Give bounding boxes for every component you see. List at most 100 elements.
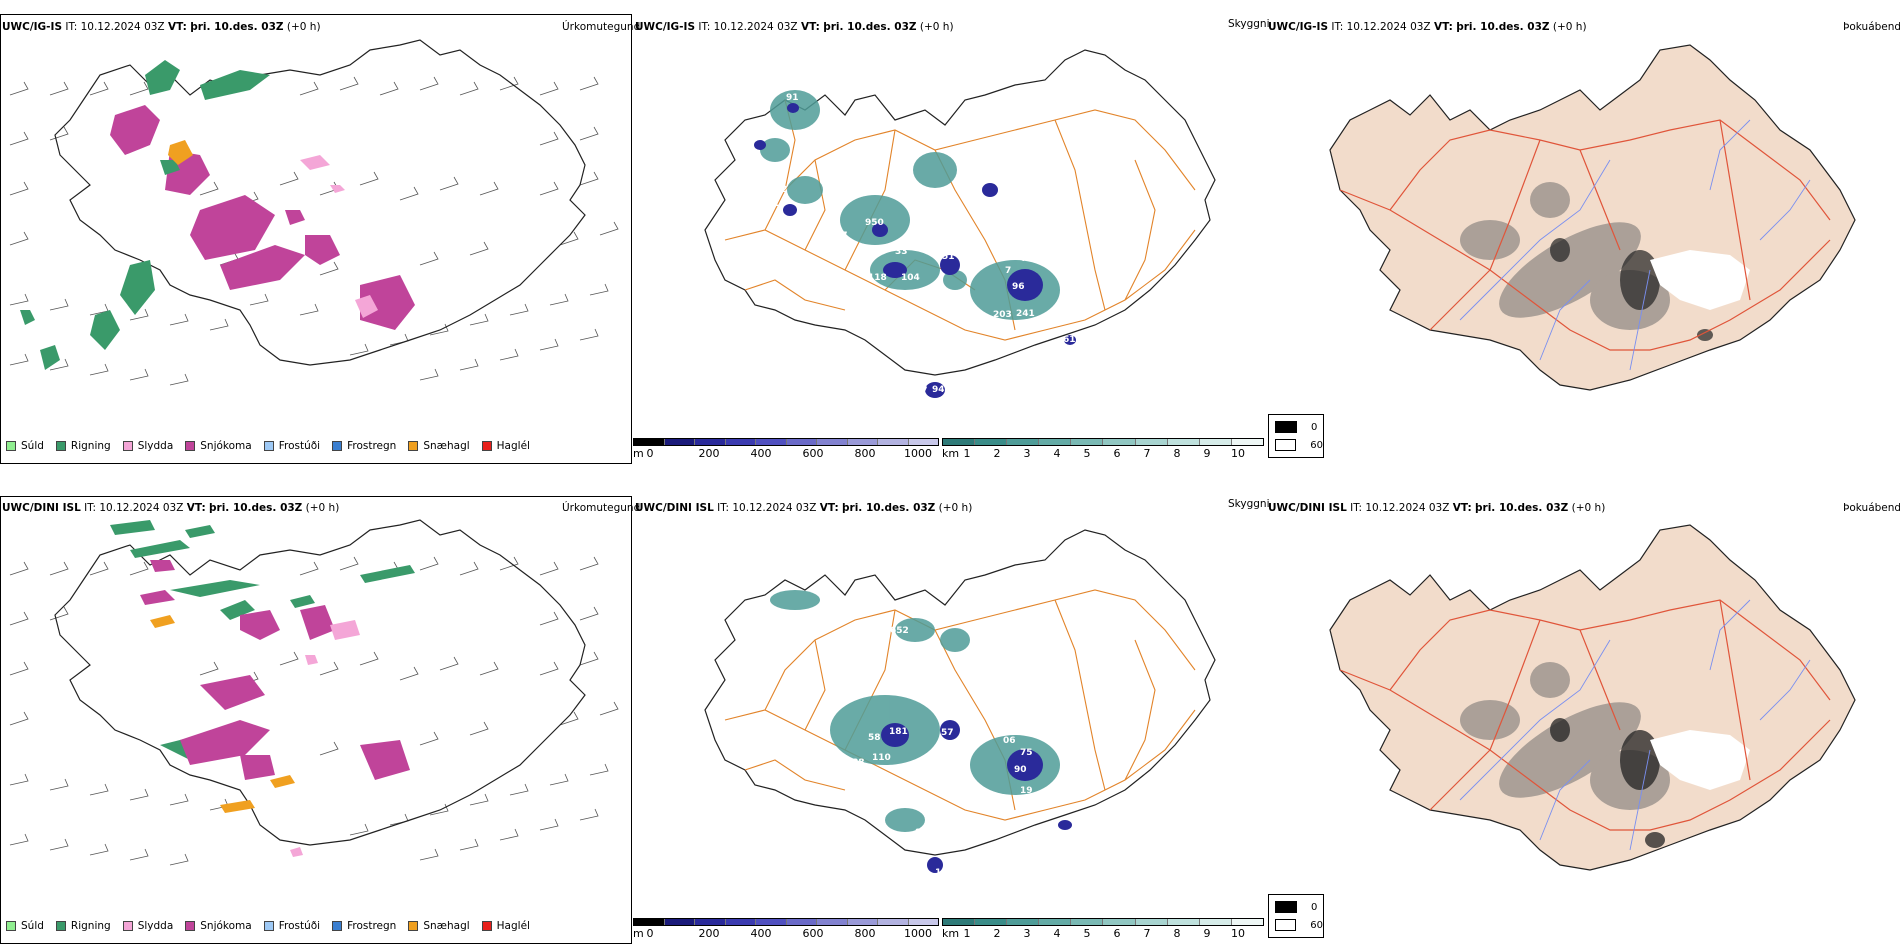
legend-label: Rigning [70, 920, 111, 932]
tick-label: 200 [698, 447, 720, 460]
legend-label: Frostúði [278, 920, 321, 932]
ceiling-fields [881, 720, 1072, 873]
rain-areas [20, 60, 270, 370]
tick-label: 6 [1113, 447, 1121, 460]
legend-swatch [185, 441, 196, 451]
colorbar-cell [1135, 919, 1168, 925]
rivers [1459, 599, 1811, 851]
lead-time: (+0 h) [1552, 21, 1587, 33]
vis-label: 27 [915, 386, 928, 396]
colorbar-cell [908, 919, 938, 925]
vis-label: 118 [868, 273, 887, 283]
precip-map [9, 39, 619, 386]
colorbar-cells [942, 438, 1264, 446]
vis-label: 58 [868, 733, 881, 743]
vis-label: 47 [835, 231, 848, 241]
tick-label: 1000 [904, 447, 932, 460]
tick-label: 0 [646, 447, 654, 460]
tick-label: 2 [993, 447, 1001, 460]
snow-areas [110, 105, 415, 330]
legend-label: Frostregn [347, 920, 397, 932]
fog-legend-label: 0 [1311, 901, 1318, 913]
visibility-colorbar: km 1 2 3 4 5 6 7 8 9 10 [942, 918, 1264, 940]
tick-label: 9 [1203, 927, 1211, 940]
colorbar-cell [1231, 919, 1263, 925]
vt-value: þri. 10.des. 03Z [209, 502, 303, 514]
legend-label: Haglél [496, 440, 530, 452]
legend-item: Frostúði [263, 920, 321, 932]
panel-header: UWC/IG-IS IT: 10.12.2024 03Z VT: þri. 10… [1268, 21, 1587, 34]
colorbar-cells [942, 918, 1264, 926]
tick-label: 0 [646, 927, 654, 940]
tick-label: 3 [1023, 927, 1031, 940]
vt-value: þri. 10.des. 03Z [1456, 21, 1550, 33]
snow-pellet-area [168, 140, 193, 165]
colorbar-cell [634, 439, 665, 445]
it-value: 10.12.2024 03Z [99, 502, 184, 514]
precip-legend: Súld Rigning Slydda Snjókoma Frostúði Fr… [6, 920, 542, 932]
vis-label: 7 [1005, 266, 1011, 276]
tick-label: 5 [1083, 447, 1091, 460]
colorbar-unit: km [942, 447, 960, 460]
legend-item: Snæhagl [408, 440, 470, 452]
legend-label: Slydda [137, 440, 174, 452]
legend-item: Frostregn [332, 920, 396, 932]
it-value: 10.12.2024 03Z [713, 21, 798, 33]
colorbar-cell [664, 919, 695, 925]
fog-dark-spots [1550, 238, 1713, 341]
vt-label: VT: [1452, 502, 1472, 514]
lead-time: (+0 h) [938, 502, 973, 514]
panel-title: Úrkomutegund [562, 21, 641, 33]
legend-swatch [408, 441, 419, 451]
visibility-labels: 91 109 82 41 08 950 47 34 33 51 77 118 1… [746, 93, 1076, 396]
vis-label: 06 [1003, 736, 1016, 746]
legend-item: Rigning [55, 440, 111, 452]
colorbar-cell [1199, 439, 1232, 445]
vis-label: 96 [1012, 282, 1025, 292]
vis-label: 33 [895, 247, 908, 257]
colorbar-cell [725, 919, 756, 925]
legend-swatch [481, 921, 492, 931]
colorbar-cell [786, 919, 817, 925]
legend-item: Slydda [122, 920, 173, 932]
ceiling-colorbar: m 0 200 400 600 800 1000 [633, 438, 939, 460]
snow-pellet-areas [150, 615, 295, 813]
vis-label: 203 [993, 310, 1012, 320]
lead-time: (+0 h) [919, 21, 954, 33]
iceland-outline [54, 519, 586, 846]
vis-label: 41 [767, 199, 780, 209]
tick-label: 800 [854, 447, 876, 460]
legend-item: Slydda [122, 440, 174, 452]
fog-legend-label: 60 [1310, 439, 1323, 451]
fog-swatch [1275, 439, 1297, 451]
tick-label: 400 [750, 927, 772, 940]
tick-label: 1 [963, 927, 971, 940]
tick-label: 8 [1173, 447, 1181, 460]
fog-swatch [1275, 901, 1297, 913]
tick-label: 800 [854, 927, 876, 940]
colorbar-unit: m [633, 447, 644, 460]
iceland-outline [704, 529, 1216, 856]
fog-legend: 0 60 [1268, 894, 1324, 938]
it-label: IT: [84, 502, 97, 514]
fog-map [1329, 44, 1856, 391]
iceland-land [1329, 524, 1856, 871]
vis-label: 72 [1021, 254, 1034, 264]
it-value: 10.12.2024 03Z [1346, 21, 1431, 33]
legend-swatch [185, 921, 196, 931]
it-value: 10.12.2024 03Z [80, 21, 165, 33]
colorbar-cell [1071, 919, 1104, 925]
legend-swatch [6, 441, 16, 451]
vis-label: 73 [913, 866, 926, 876]
ceiling-fields [754, 103, 1076, 398]
vis-label: 84 [1028, 250, 1041, 260]
colorbar-cell [943, 919, 976, 925]
colorbar-cell [664, 439, 695, 445]
vis-label: 13 [935, 868, 948, 878]
legend-swatch [481, 441, 492, 451]
panel-title: Skyggni [1228, 498, 1270, 510]
panel-header: UWC/DINI ISL IT: 10.12.2024 03Z VT: þri.… [1268, 502, 1605, 515]
vis-label: 91 [786, 93, 799, 103]
colorbar-cell [847, 439, 878, 445]
tick-label: 5 [1083, 927, 1091, 940]
